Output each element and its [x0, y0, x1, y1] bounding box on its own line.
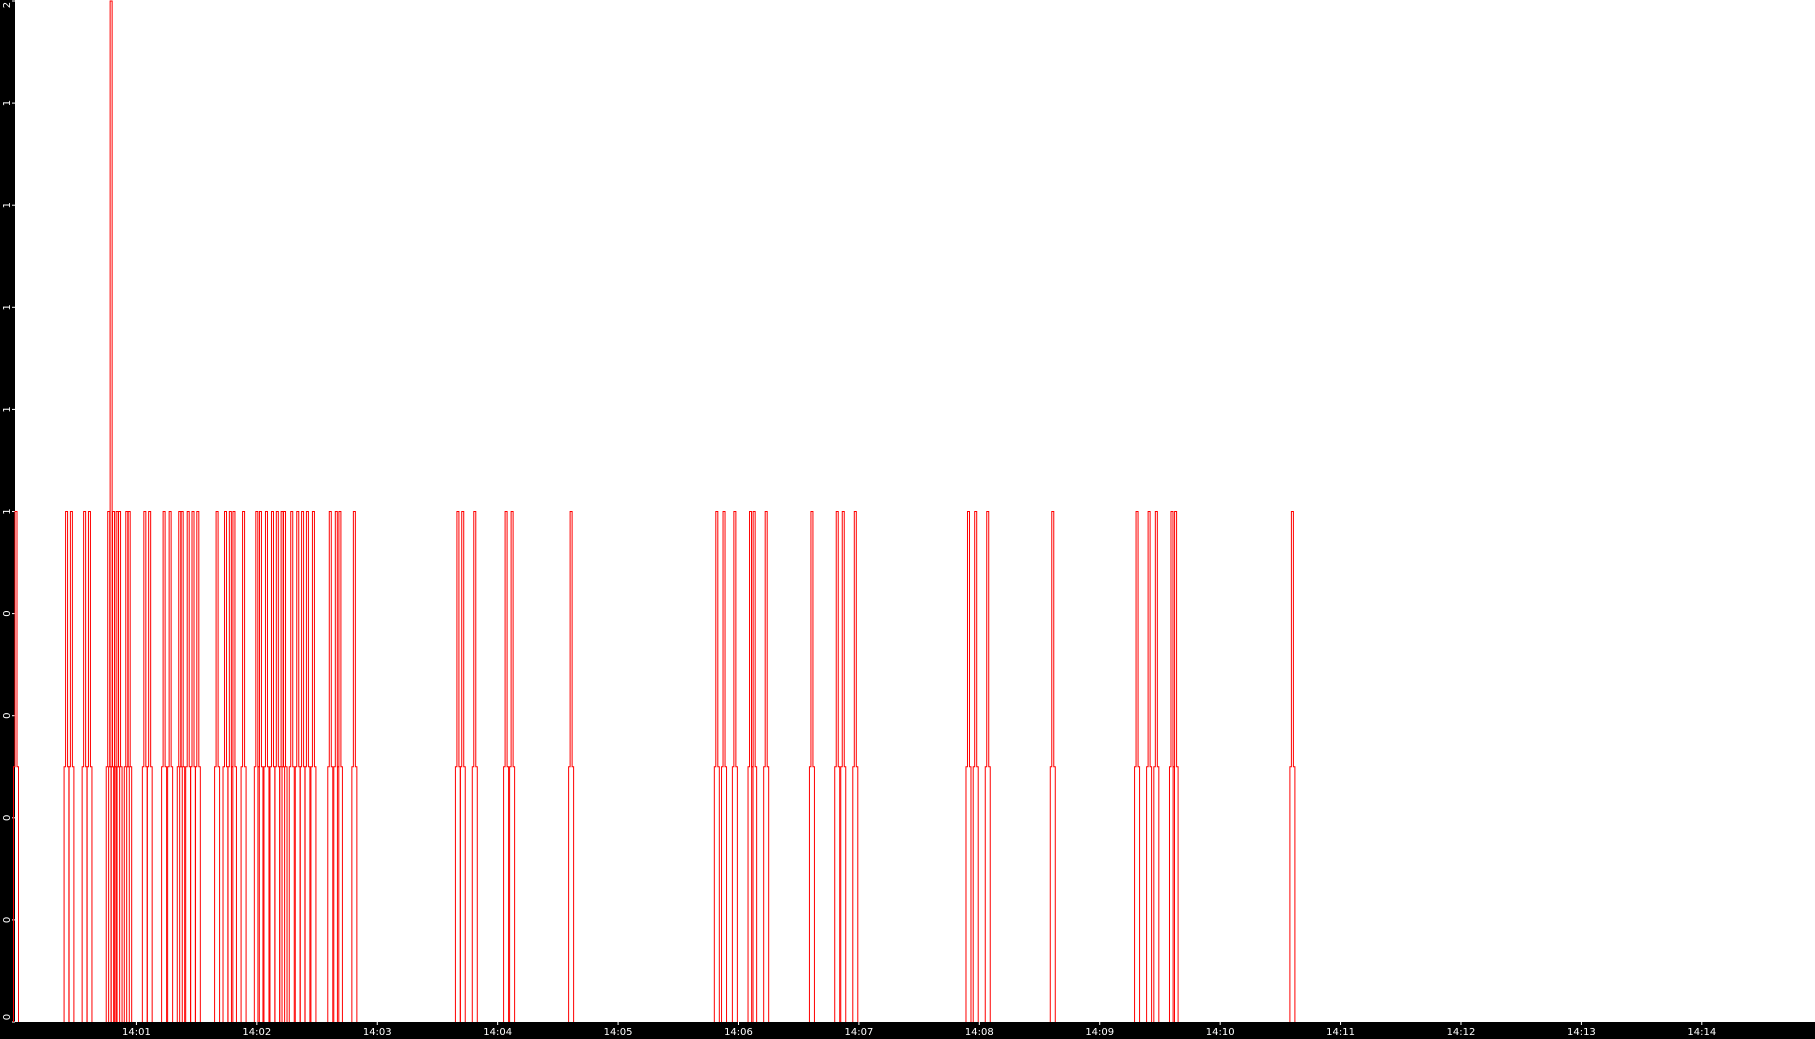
spike — [161, 511, 168, 1022]
spike — [763, 511, 770, 1022]
y-tick-label: 1 — [2, 406, 13, 412]
spike — [721, 511, 728, 1022]
spike — [279, 511, 286, 1022]
spike — [965, 511, 972, 1022]
x-tick-label: 14:07 — [844, 1027, 873, 1038]
spike — [108, 0, 115, 1022]
spike — [1049, 511, 1056, 1022]
spike — [840, 511, 847, 1022]
spike — [167, 511, 174, 1022]
spike — [116, 511, 123, 1022]
spike — [984, 511, 991, 1022]
spike — [568, 511, 575, 1022]
spike — [310, 511, 317, 1022]
spike — [713, 511, 720, 1022]
spike — [834, 511, 841, 1022]
x-tick-label: 14:11 — [1326, 1027, 1355, 1038]
x-tick-label: 14:13 — [1567, 1027, 1596, 1038]
spike — [146, 511, 153, 1022]
y-tick-label: 0 — [2, 1014, 13, 1020]
spike — [179, 511, 186, 1022]
spike — [972, 511, 979, 1022]
spike — [336, 511, 343, 1022]
spike — [327, 511, 334, 1022]
spike — [731, 511, 738, 1022]
y-tick-label: 0 — [2, 917, 13, 923]
spike — [214, 511, 221, 1022]
y-tick-label: 1 — [2, 304, 13, 310]
x-tick-label: 14:12 — [1447, 1027, 1476, 1038]
spike — [288, 511, 295, 1022]
spike — [114, 511, 121, 1022]
x-axis-band — [0, 1022, 1815, 1039]
x-tick-label: 14:09 — [1085, 1027, 1114, 1038]
spike — [257, 511, 264, 1022]
spike — [86, 511, 93, 1022]
spike — [13, 511, 19, 1022]
y-tick-label: 0 — [2, 610, 13, 616]
x-tick-label: 14:06 — [724, 1027, 753, 1038]
x-tick-label: 14:02 — [242, 1027, 271, 1038]
y-tick-label: 0 — [2, 815, 13, 821]
y-tick-label: 1 — [2, 100, 13, 106]
spike — [1146, 511, 1153, 1022]
x-tick-label: 14:03 — [363, 1027, 392, 1038]
spike — [194, 511, 201, 1022]
spike — [240, 511, 247, 1022]
spike — [751, 511, 758, 1022]
y-axis-band — [0, 0, 15, 1039]
spike — [503, 511, 510, 1022]
spike — [852, 511, 859, 1022]
x-tick-label: 14:08 — [965, 1027, 994, 1038]
spike — [459, 511, 466, 1022]
spike — [509, 511, 516, 1022]
spike — [68, 511, 75, 1022]
spike — [176, 511, 183, 1022]
y-tick-label: 1 — [2, 202, 13, 208]
spike — [1134, 511, 1141, 1022]
spike — [1153, 511, 1160, 1022]
spike — [230, 511, 237, 1022]
spike — [471, 511, 478, 1022]
x-tick-label: 14:10 — [1206, 1027, 1235, 1038]
spike — [1172, 511, 1179, 1022]
y-tick-label: 0 — [2, 713, 13, 719]
spike — [1289, 511, 1296, 1022]
x-tick-label: 14:05 — [604, 1027, 633, 1038]
x-tick-label: 14:14 — [1687, 1027, 1716, 1038]
spike — [304, 511, 311, 1022]
y-tick-label: 1 — [2, 508, 13, 514]
spike — [123, 511, 130, 1022]
spike — [126, 511, 133, 1022]
spike — [808, 511, 815, 1022]
x-tick-label: 14:04 — [483, 1027, 512, 1038]
y-tick-label: 2 — [2, 2, 13, 8]
spike — [281, 511, 288, 1022]
spike — [351, 511, 358, 1022]
spike — [263, 511, 270, 1022]
x-tick-label: 14:01 — [122, 1027, 151, 1038]
